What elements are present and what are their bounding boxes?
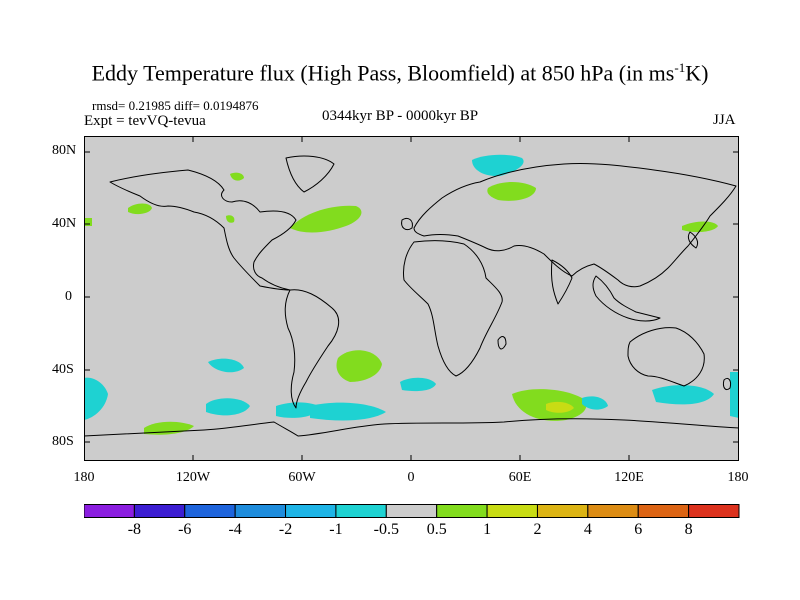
- patch-indian-ocean-negative: [582, 396, 608, 410]
- map-title: Eddy Temperature flux (High Pass, Bloomf…: [91, 60, 709, 86]
- coast-madagascar: [497, 336, 507, 350]
- colorbar-label: -8: [127, 521, 142, 538]
- colorbar-label: -2: [278, 521, 293, 538]
- colorbar-box: [285, 504, 337, 518]
- title-superscript: -1: [674, 60, 686, 75]
- colorbar-label: -0.5: [373, 521, 399, 538]
- coast-south-america: [284, 289, 340, 409]
- anomaly-patches: [84, 154, 739, 435]
- lon-label-180e: 180: [727, 470, 749, 485]
- colorbar-box: [184, 504, 236, 518]
- patch-north-pacific-positive: [682, 221, 718, 233]
- season-label: JJA: [713, 112, 736, 128]
- coast-new-zealand: [723, 377, 731, 391]
- colorbar-label: 6: [634, 521, 643, 538]
- colorbar-label: 2: [533, 521, 542, 538]
- colorbar-label: -4: [228, 521, 242, 538]
- colorbar-label: 0.5: [426, 521, 447, 538]
- colorbar-label: 4: [583, 521, 592, 538]
- patch-atlantic-south-positive: [336, 350, 382, 382]
- patch-south-pacific-negative: [208, 358, 244, 373]
- coast-australia: [627, 327, 705, 387]
- stats-text: rmsd= 0.21985 diff= 0.0194876: [92, 98, 259, 113]
- patch-atlantic-positive: [290, 205, 362, 233]
- lon-label-60e: 60E: [508, 470, 532, 485]
- colorbar: [84, 504, 740, 518]
- coast-africa: [403, 240, 503, 377]
- colorbar-box: [536, 504, 589, 518]
- colorbar-box: [335, 504, 387, 518]
- map-panel: [84, 136, 739, 461]
- colorbar-label: 1: [483, 521, 492, 538]
- colorbar-box: [486, 504, 538, 518]
- coast-europe-asia: [413, 162, 737, 288]
- lon-label-180w: 180: [73, 470, 95, 485]
- lat-label-0: 0: [65, 289, 72, 304]
- coast-antarctica: [84, 418, 739, 437]
- lon-label-60w: 60W: [288, 470, 316, 485]
- colorbar-label: -1: [329, 521, 343, 538]
- experiment-label: Expt = tevVQ-tevua: [84, 113, 206, 129]
- patch-southern-ocean-negative: [310, 402, 386, 421]
- coast-greenland: [285, 155, 335, 193]
- patch-south-atlantic-negative: [400, 377, 436, 392]
- patch-south-pacific-negative-2: [206, 398, 250, 416]
- patch-arctic-positive: [487, 182, 536, 201]
- lat-label-80n: 80N: [52, 143, 77, 158]
- map-background: [84, 136, 739, 461]
- colorbar-label: -6: [178, 521, 192, 538]
- colorbar-label: 8: [684, 521, 693, 538]
- colorbar-box: [688, 504, 740, 518]
- patch-canada-positive: [226, 215, 235, 223]
- patch-west-edge-positive: [84, 218, 92, 226]
- lon-label-0: 0: [407, 470, 415, 485]
- colorbar-box: [234, 504, 287, 518]
- colorbar-box: [84, 504, 135, 518]
- colorbar-box: [385, 504, 438, 518]
- patch-west-southern-negative: [84, 377, 108, 420]
- patch-east-southern-negative: [730, 372, 739, 418]
- colorbar-box: [133, 504, 186, 518]
- coastlines: [84, 155, 739, 437]
- coast-british-isles: [401, 217, 413, 231]
- patch-greenland-positive: [230, 172, 244, 181]
- coast-southeast-asia: [592, 275, 661, 322]
- coast-india: [551, 259, 573, 305]
- map-ticks: [84, 136, 739, 461]
- patch-south-indian-negative: [652, 385, 714, 405]
- lat-label-40n: 40N: [52, 216, 77, 231]
- lat-label-80s: 80S: [52, 434, 74, 449]
- lat-label-40s: 40S: [52, 362, 74, 377]
- patch-indian-southern-yellow: [546, 401, 574, 413]
- lon-label-120e: 120E: [614, 470, 644, 485]
- lon-label-120w: 120W: [175, 470, 211, 485]
- colorbar-box: [436, 504, 488, 518]
- patch-pacific-positive: [128, 203, 152, 215]
- colorbar-box: [587, 504, 639, 518]
- period-label: 0344kyr BP - 0000kyr BP: [321, 108, 479, 124]
- patch-arctic-negative: [472, 154, 524, 177]
- colorbar-box: [637, 504, 690, 518]
- coast-north-america: [109, 169, 297, 291]
- coast-japan: [687, 231, 699, 249]
